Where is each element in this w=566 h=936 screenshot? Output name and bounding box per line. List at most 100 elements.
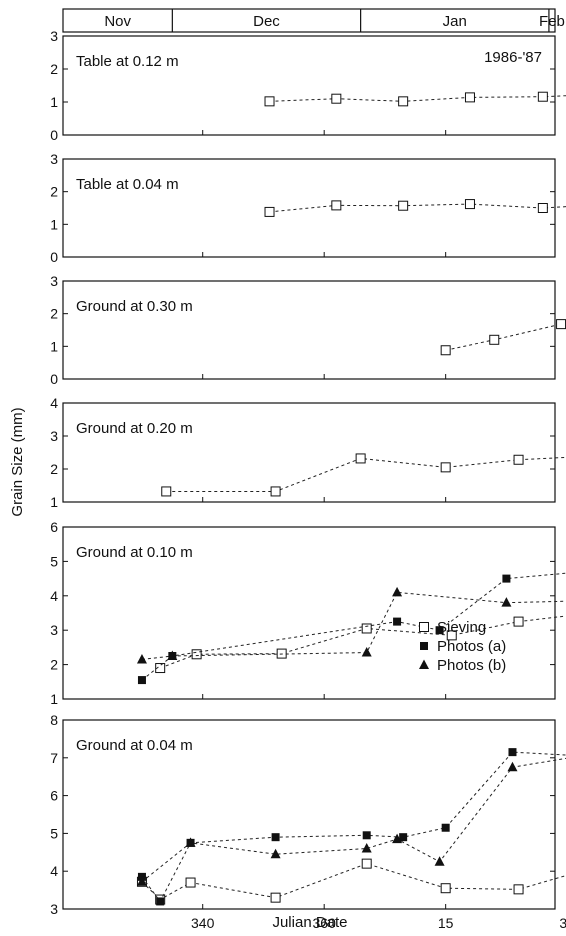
x-tick-label: 340 — [191, 915, 215, 931]
photos-a-marker — [156, 897, 165, 906]
panel-label: Ground at 0.10 m — [76, 544, 193, 561]
panel-frame — [62, 158, 556, 258]
photos-b-marker — [270, 848, 281, 859]
sieving-marker — [270, 892, 281, 903]
sieving-marker — [446, 630, 457, 641]
sieving-marker — [419, 622, 429, 632]
photos-b-marker — [136, 876, 147, 886]
month-label: Nov — [104, 13, 131, 30]
y-tick-label: 4 — [50, 588, 58, 604]
sieving-marker — [191, 649, 202, 660]
y-tick-label: 3 — [50, 273, 58, 289]
y-tick-label: 0 — [50, 127, 58, 143]
sieving-marker — [361, 858, 372, 869]
sieving-marker — [398, 200, 409, 211]
panel-2: 0 1 2 3 Table at 0.04 m — [50, 151, 566, 265]
panel-label: Table at 0.12 m — [76, 53, 179, 70]
month-label: Feb — [539, 13, 565, 30]
y-tick-label: 6 — [50, 519, 58, 535]
panel-6: 3 4 5 6 7 8 Ground at 0.04 m — [50, 712, 566, 917]
sieving-marker — [331, 200, 342, 211]
legend-label: Sieving — [437, 619, 486, 636]
x-tick-label: 35 — [559, 915, 566, 931]
panel-frame — [62, 35, 556, 136]
y-tick-label: 2 — [50, 61, 58, 77]
y-tick-label: 2 — [50, 461, 58, 477]
y-axis-label: Grain Size (mm) — [9, 407, 26, 516]
photos-a-marker — [508, 748, 517, 757]
photos-b-marker — [167, 650, 178, 660]
legend-label: Photos (b) — [437, 657, 506, 674]
sieving-marker — [513, 454, 524, 465]
photos-b-marker — [507, 761, 518, 772]
y-tick-label: 1 — [50, 216, 58, 232]
sieving-marker — [440, 462, 451, 473]
y-tick-label: 4 — [50, 395, 58, 411]
photos-a-marker — [271, 833, 280, 842]
y-tick-label: 3 — [50, 622, 58, 638]
y-tick-label: 4 — [50, 863, 58, 879]
panel-1: 0 1 2 3 Table at 0.12 m — [50, 28, 566, 143]
panel-label: Ground at 0.04 m — [76, 737, 193, 754]
series-line — [160, 615, 566, 669]
panel-5: 1 2 3 4 5 6 Ground at 0.10 m — [50, 519, 566, 707]
month-label: Dec — [253, 13, 280, 30]
photos-a-marker — [420, 642, 428, 650]
sieving-marker — [464, 199, 475, 210]
photos-a-marker — [393, 617, 402, 626]
series-line — [166, 456, 566, 492]
y-tick-label: 2 — [50, 306, 58, 322]
panel-label: Ground at 0.20 m — [76, 420, 193, 437]
panel-frame — [62, 719, 556, 910]
sieving-marker — [355, 453, 366, 464]
y-tick-label: 3 — [50, 901, 58, 917]
y-tick-label: 2 — [50, 657, 58, 673]
photos-b-marker — [434, 856, 445, 866]
photos-a-marker — [502, 574, 511, 583]
y-tick-label: 3 — [50, 28, 58, 44]
y-tick-label: 0 — [50, 371, 58, 387]
sieving-marker — [264, 206, 275, 217]
photos-b-marker — [392, 586, 403, 597]
y-tick-label: 8 — [50, 712, 58, 728]
legend: Sieving Photos (a) Photos (b) — [419, 619, 506, 674]
legend-label: Photos (a) — [437, 638, 506, 655]
y-tick-label: 5 — [50, 825, 58, 841]
series-line — [269, 95, 566, 102]
panel-4: 1 2 3 4 Ground at 0.20 m — [50, 395, 566, 510]
sieving-marker — [161, 486, 172, 497]
photos-a-marker — [441, 823, 450, 832]
sieving-marker — [361, 623, 372, 634]
photos-b-marker — [392, 833, 403, 844]
y-tick-label: 1 — [50, 94, 58, 110]
sieving-marker — [513, 884, 524, 895]
sieving-marker — [440, 345, 451, 356]
series-line — [445, 321, 566, 351]
panels: 0 1 2 3 Table at 0.12 m 0 1 2 3 Table at 0.04 m 0 1… — [50, 28, 566, 931]
sieving-marker — [331, 93, 342, 104]
series-line — [141, 591, 566, 660]
photos-a-marker — [399, 833, 408, 842]
photos-b-marker — [501, 597, 512, 607]
sieving-marker — [556, 319, 566, 330]
photos-b-marker — [185, 837, 196, 847]
sieving-marker — [513, 616, 524, 627]
sieving-marker — [155, 663, 166, 674]
panel-frame — [62, 280, 556, 380]
sieving-marker — [464, 92, 475, 103]
series-line — [141, 863, 566, 901]
x-tick-label: 360 — [313, 915, 337, 931]
series-line — [141, 572, 566, 681]
x-axis-label: Julian Date — [272, 914, 347, 931]
series-line — [269, 203, 566, 213]
photos-a-marker — [137, 676, 146, 685]
photos-a-marker — [362, 831, 371, 840]
photos-a-marker — [435, 626, 444, 635]
sieving-marker — [185, 877, 196, 888]
month-header: NovDecJanFebMar — [62, 8, 565, 33]
photos-b-marker — [419, 659, 429, 669]
sieving-marker — [264, 96, 275, 107]
y-tick-label: 0 — [50, 249, 58, 265]
panel-frame — [62, 526, 556, 700]
